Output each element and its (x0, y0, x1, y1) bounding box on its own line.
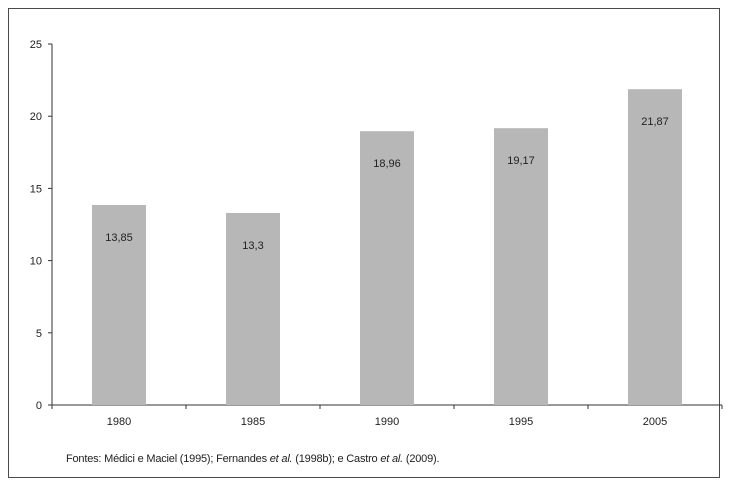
data-label: 18,96 (373, 158, 401, 170)
value-labels: 13,85 13,3 18,96 19,17 21,87 (105, 116, 669, 252)
source-etal-2: et al. (380, 453, 403, 465)
source-etal-1: et al. (269, 453, 293, 465)
source-prefix: Fontes: Médici e Maciel (1995); Fernande… (66, 453, 270, 465)
x-tick-label: 1990 (375, 416, 399, 428)
bar-1985 (226, 212, 280, 405)
data-label: 13,85 (105, 232, 133, 244)
bar-1980 (92, 205, 146, 405)
x-tick-label: 1995 (509, 416, 533, 428)
source-note: Fontes: Médici e Maciel (1995); Fernande… (66, 453, 440, 465)
data-label: 13,3 (242, 240, 263, 252)
y-tick-label: 15 (30, 183, 42, 195)
source-middle: (1998b); e Castro (292, 453, 381, 465)
y-tick-label: 5 (36, 328, 42, 340)
bar-1995 (494, 128, 548, 406)
bar-2005 (628, 89, 682, 405)
x-tick-label: 2005 (643, 416, 667, 428)
y-tick-label: 0 (36, 400, 42, 412)
source-suffix: (2009). (403, 453, 440, 465)
y-tick-label: 25 (30, 39, 42, 51)
bars (92, 89, 682, 406)
x-tick-label: 1980 (107, 416, 131, 428)
x-tick-label: 1985 (241, 416, 265, 428)
bar-1990 (360, 131, 414, 406)
data-label: 19,17 (507, 155, 535, 167)
y-tick-label: 10 (30, 256, 42, 268)
data-label: 21,87 (641, 116, 669, 128)
x-axis: 1980 1985 1990 1995 2005 (51, 404, 723, 428)
y-tick-label: 20 (30, 111, 42, 123)
y-axis: 0 5 10 15 20 25 (30, 39, 53, 412)
